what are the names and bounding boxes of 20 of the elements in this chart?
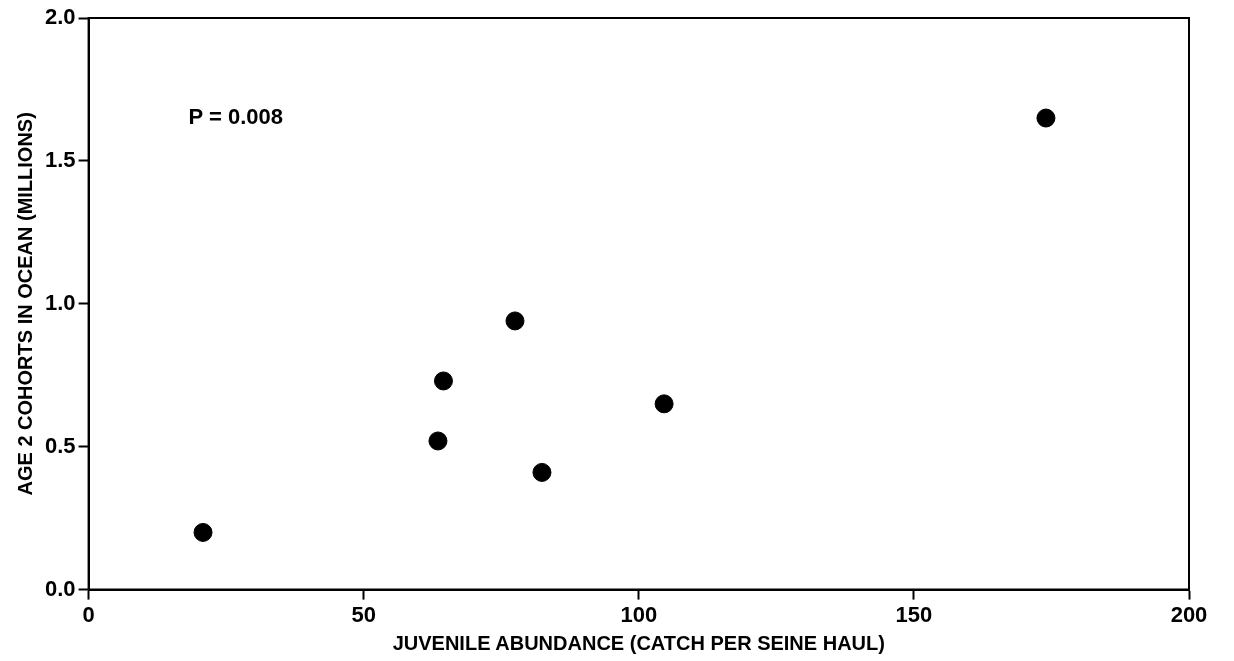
point [505, 311, 525, 331]
point [532, 462, 552, 482]
y-tick-label: 1.5 [44, 146, 76, 172]
x-axis-title: JUVENILE ABUNDANCE (CATCH PER SEINE HAUL) [392, 631, 885, 654]
y-tick-label: 2.0 [44, 4, 76, 30]
y-axis-title: AGE 2 COHORTS IN OCEAN (MILLIONS) [13, 112, 36, 496]
y-tick-label: 1.0 [44, 289, 76, 315]
x-tick-label: 50 [351, 601, 376, 627]
x-tick-label: 150 [895, 601, 933, 627]
point [428, 431, 448, 451]
point [193, 522, 213, 542]
y-tick-label: 0.5 [44, 432, 76, 458]
x-tick-label: 100 [620, 601, 658, 627]
point [433, 371, 453, 391]
y-tick-label: 0.0 [44, 575, 76, 601]
point [654, 394, 674, 414]
annotation: P = 0.008 [188, 104, 283, 130]
x-tick-label: 200 [1170, 601, 1208, 627]
x-tick-label: 0 [82, 601, 95, 627]
point [1036, 108, 1056, 128]
